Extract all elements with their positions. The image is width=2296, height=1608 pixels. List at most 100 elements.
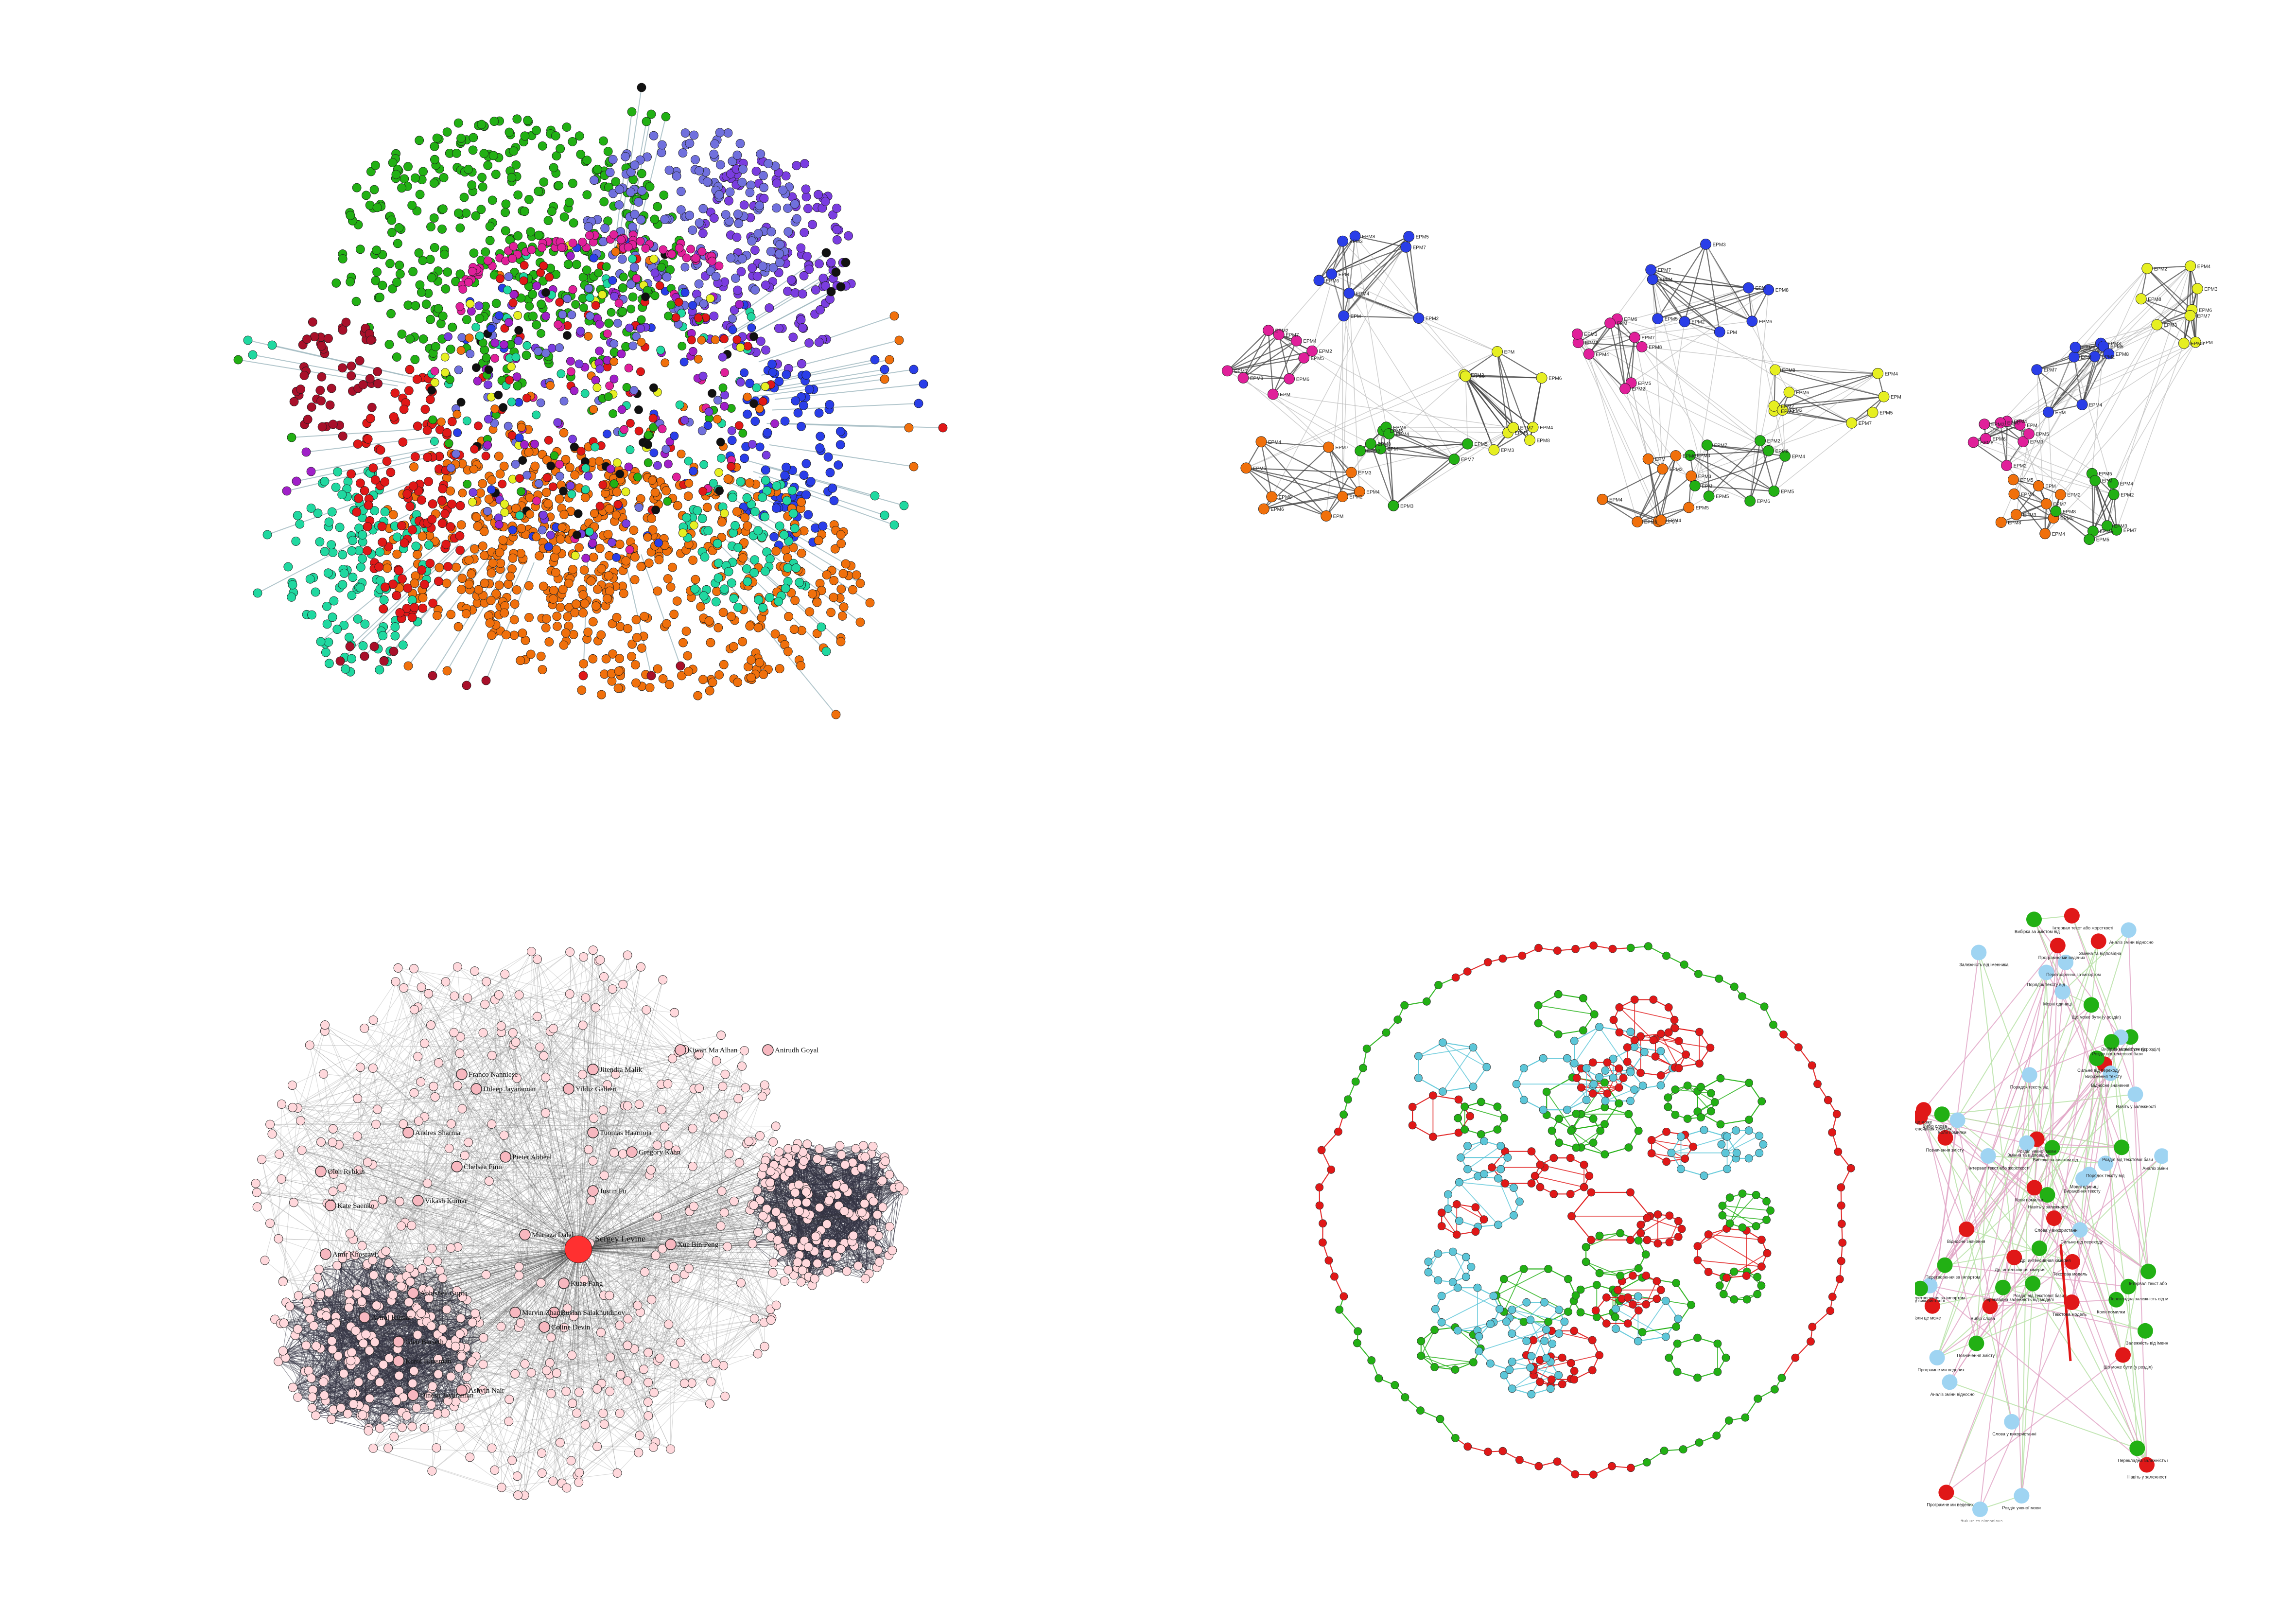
cluster-node <box>415 136 424 145</box>
core-node <box>609 409 618 418</box>
cluster-node <box>361 191 371 200</box>
coauthor-edge <box>301 1150 401 1226</box>
node-label: EPM2 <box>1349 495 1363 500</box>
cluster-node <box>727 436 737 445</box>
cluster-node <box>403 162 413 172</box>
cluster-node <box>418 167 428 176</box>
coauthor-edge <box>675 1061 717 1279</box>
cluster-node <box>588 617 598 627</box>
network-edge <box>2094 480 2108 526</box>
coauthor-edge <box>436 1266 674 1449</box>
cluster-node <box>568 137 577 146</box>
panel-three-community-graphs: EPM EPM2 EPM3 EPM4 EPM5 EPM6 EPM7 EPM8 EPM EPM2 EP… <box>1221 214 2245 574</box>
community-node <box>2039 528 2051 540</box>
cluster-node <box>565 463 574 472</box>
coauthor-edge <box>524 1358 706 1496</box>
core-node <box>684 456 693 466</box>
coauthor-edge <box>422 1077 546 1290</box>
core-node <box>720 368 729 377</box>
coauthor-edge <box>515 1042 628 1319</box>
core-node <box>694 354 703 364</box>
cluster-node <box>317 422 327 432</box>
coauthor-edge <box>600 960 661 1359</box>
coauthor-edge <box>279 1154 741 1283</box>
cluster-node <box>801 184 811 194</box>
network-edge <box>1637 507 1689 523</box>
core-node <box>632 332 641 341</box>
cluster-node <box>481 247 490 257</box>
cluster-node <box>464 555 474 565</box>
core-node <box>679 357 689 367</box>
community-node <box>2089 475 2101 487</box>
core-node <box>471 323 481 332</box>
satellite-edge <box>726 580 836 715</box>
community-node <box>1702 439 1713 451</box>
magenta-node <box>568 238 577 247</box>
community-node <box>1777 404 1788 416</box>
network-edge <box>1349 246 1407 294</box>
cluster-node <box>745 621 755 631</box>
node-label: EPM7 <box>1335 445 1349 451</box>
community-node <box>1686 470 1697 482</box>
coauthor-edge <box>427 1183 674 1267</box>
cluster-node <box>698 204 708 213</box>
core-node <box>621 487 630 496</box>
cluster-node <box>797 421 806 431</box>
cluster-node <box>443 562 453 571</box>
cluster-node <box>392 591 401 600</box>
community-cluster-graph <box>233 83 948 719</box>
cluster-node <box>430 141 439 151</box>
coauthor-edge <box>462 1108 773 1142</box>
network-edge <box>1588 354 1638 522</box>
coauthor-edge <box>424 1043 589 1150</box>
coauthor-edge <box>261 1159 781 1248</box>
network-edge <box>1246 467 1352 473</box>
node-label: EPM6 <box>1393 425 1407 431</box>
network-edge <box>2048 412 2054 518</box>
node-label: EPM7 <box>1413 245 1426 250</box>
coauthor-edge <box>459 1367 597 1389</box>
community-node <box>2050 506 2062 517</box>
network-edge <box>1261 441 1329 448</box>
cluster-node <box>673 501 682 510</box>
cluster-node <box>552 151 561 161</box>
cluster-node <box>797 359 806 368</box>
core-node <box>548 482 557 491</box>
cluster-node <box>364 501 373 510</box>
cluster-node <box>407 200 417 210</box>
cluster-node <box>524 581 534 591</box>
cluster-node <box>556 603 565 612</box>
satellite-node <box>899 501 909 510</box>
cluster-node <box>632 633 642 643</box>
node-label: EPM2 <box>1632 387 1646 392</box>
cluster-node <box>637 169 646 178</box>
coauthor-edge <box>338 1144 525 1364</box>
core-node <box>446 463 455 472</box>
coauthor-edge <box>550 1031 623 1154</box>
network-edge <box>1695 455 1786 487</box>
satellite-edge <box>769 369 914 392</box>
satellite-node <box>836 530 846 540</box>
network-edge <box>1263 472 1352 510</box>
node-label: EPM7 <box>1641 335 1655 341</box>
coauthor-edge <box>394 1396 725 1437</box>
community-node <box>1763 445 1774 456</box>
satellite-node <box>389 647 399 656</box>
network-edge <box>1641 346 1769 451</box>
cluster-node <box>783 553 792 562</box>
coauthor-edge <box>556 1206 694 1374</box>
cluster-node <box>313 508 323 518</box>
core-node <box>595 347 604 355</box>
core-node <box>445 375 454 384</box>
cluster-node <box>781 584 790 593</box>
coauthor-edge <box>416 1104 640 1308</box>
coauthor-edge <box>512 1032 721 1226</box>
core-node <box>650 268 660 278</box>
coauthor-edge <box>541 1355 573 1473</box>
core-node <box>622 383 631 392</box>
coauthor-edge <box>501 1026 638 1306</box>
network-edge <box>2019 424 2114 484</box>
cluster-node <box>377 522 387 531</box>
coauthor-edge <box>537 1016 685 1384</box>
